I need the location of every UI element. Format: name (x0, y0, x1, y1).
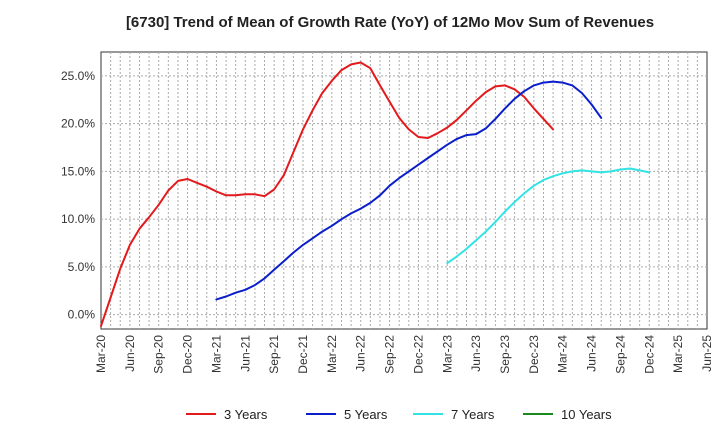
series-line-3-years (100, 61, 555, 328)
y-tick-label: 15.0% (61, 164, 95, 178)
x-tick-label: Dec-22 (411, 335, 425, 374)
x-tick-label: Dec-23 (527, 335, 541, 374)
x-tick-label: Jun-21 (238, 335, 252, 372)
x-tick-label: Sep-20 (152, 335, 166, 374)
plot-area (100, 51, 708, 330)
x-tick-label: Sep-21 (267, 335, 281, 374)
legend: 3 Years 5 Years 7 Years 10 Years (186, 407, 612, 422)
legend-label-5-years: 5 Years (344, 407, 388, 422)
x-tick-label: Sep-22 (383, 335, 397, 374)
series-line-5-years (215, 80, 603, 301)
y-tick-label: 10.0% (61, 212, 95, 226)
x-tick-label: Jun-22 (354, 335, 368, 372)
series-lines (100, 61, 651, 328)
legend-label-7-years: 7 Years (451, 407, 495, 422)
y-tick-label: 0.0% (68, 308, 96, 322)
x-tick-label: Sep-23 (498, 335, 512, 374)
chart-title: [6730] Trend of Mean of Growth Rate (YoY… (126, 14, 654, 31)
legend-label-3-years: 3 Years (224, 407, 268, 422)
x-tick-label: Mar-21 (209, 335, 223, 373)
x-tick-label: Dec-24 (642, 335, 656, 374)
x-tick-label: Mar-23 (440, 335, 454, 373)
x-axis: Mar-20 Jun-20 Sep-20 Dec-20 Mar-21 Jun-21 Sep-… (94, 335, 714, 374)
legend-label-10-years: 10 Years (561, 407, 612, 422)
x-tick-label: Dec-21 (296, 335, 310, 374)
x-tick-label: Mar-20 (94, 335, 108, 373)
x-tick-label: Jun-20 (123, 335, 137, 372)
y-axis: 0.0% 5.0% 10.0% 15.0% 20.0% 25.0% (61, 69, 95, 322)
y-tick-label: 20.0% (61, 117, 95, 131)
x-tick-label: Mar-25 (671, 335, 685, 373)
x-tick-label: Sep-24 (613, 335, 627, 374)
x-tick-label: Dec-20 (181, 335, 195, 374)
x-tick-label: Jun-23 (469, 335, 483, 372)
x-tick-label: Jun-25 (700, 335, 714, 372)
x-tick-label: Mar-24 (556, 335, 570, 373)
y-tick-label: 5.0% (68, 260, 96, 274)
y-tick-label: 25.0% (61, 69, 95, 83)
x-tick-label: Mar-22 (325, 335, 339, 373)
series-line-7-years (446, 167, 651, 265)
x-tick-label: Jun-24 (585, 335, 599, 372)
